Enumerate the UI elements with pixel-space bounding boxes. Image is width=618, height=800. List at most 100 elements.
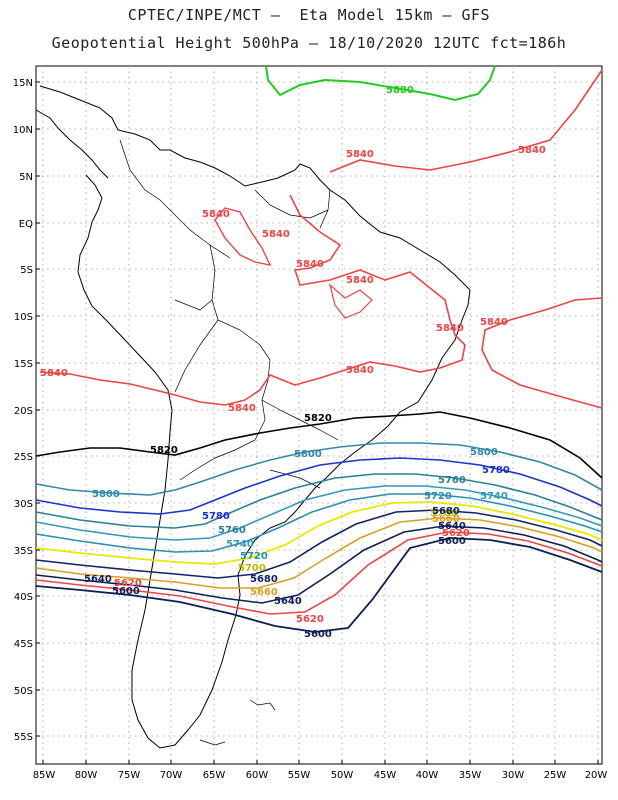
lat-label: 5N bbox=[19, 172, 33, 183]
contour-label: 5820 bbox=[304, 413, 332, 424]
contour-label: 5840 bbox=[436, 323, 464, 334]
lat-label: 20S bbox=[14, 406, 33, 417]
contour-5780 bbox=[35, 457, 603, 515]
contour-5840-small bbox=[328, 283, 373, 319]
border bbox=[174, 299, 219, 393]
contour-label: 5600 bbox=[304, 629, 332, 640]
contour-label: 5800 bbox=[470, 447, 498, 458]
contour-label: 5720 bbox=[424, 491, 452, 502]
contour-label: 5620 bbox=[296, 614, 324, 625]
title-line-1: CPTEC/INPE/MCT – Eta Model 15km – GFS bbox=[127, 6, 491, 24]
lat-label: 35S bbox=[14, 546, 33, 557]
lon-label: 45W bbox=[374, 770, 397, 781]
latitude-labels: 15N 10N 5N EQ 5S 10S 15S 20S 25S 30S 35S… bbox=[13, 78, 33, 743]
contour-label: 5640 bbox=[274, 596, 302, 607]
lat-label: 25S bbox=[14, 452, 33, 463]
contour-5840-north bbox=[329, 69, 603, 173]
lon-label: 75W bbox=[118, 770, 141, 781]
lat-label: 10S bbox=[14, 312, 33, 323]
contour-label: 5840 bbox=[346, 149, 374, 160]
contour-label: 5840 bbox=[518, 145, 546, 156]
contour-label: 5840 bbox=[262, 229, 290, 240]
contour-label: 5840 bbox=[480, 317, 508, 328]
contour-label: 5760 bbox=[218, 525, 246, 536]
contour-5840-east bbox=[481, 297, 603, 409]
contour-label: 5700 bbox=[430, 508, 458, 519]
title-line-2: Geopotential Height 500hPa – 18/10/2020 … bbox=[51, 34, 567, 52]
contour-labels: 5880 5840 5840 5840 5840 5840 5840 5840 … bbox=[40, 85, 546, 640]
contour-label: 5800 bbox=[92, 489, 120, 500]
lat-label: 45S bbox=[14, 639, 33, 650]
lat-label: 55S bbox=[14, 732, 33, 743]
contour-5840-loop bbox=[214, 207, 272, 266]
contour-5620 bbox=[35, 531, 603, 615]
contour-label: 5620 bbox=[442, 528, 470, 539]
contour-label: 5720 bbox=[240, 551, 268, 562]
contour-5660 bbox=[35, 517, 603, 589]
contour-label: 5600 bbox=[438, 536, 466, 547]
contour-label: 5760 bbox=[438, 475, 466, 486]
lat-label: 15S bbox=[14, 359, 33, 370]
contour-label: 5660 bbox=[432, 514, 460, 525]
contour-label: 5840 bbox=[346, 275, 374, 286]
contour-label: 5680 bbox=[432, 506, 460, 517]
contour-5640 bbox=[35, 525, 603, 604]
contour-5800 bbox=[35, 442, 603, 496]
longitude-labels: 85W 80W 75W 70W 65W 60W 55W 50W 45W 40W … bbox=[33, 770, 608, 781]
contour-5880 bbox=[265, 65, 496, 102]
contour-label: 5800 bbox=[294, 449, 322, 460]
contour-label: 5700 bbox=[238, 563, 266, 574]
lon-label: 50W bbox=[331, 770, 354, 781]
contour-label: 5840 bbox=[296, 259, 324, 270]
lat-label: 5S bbox=[20, 265, 33, 276]
contour-5680 bbox=[35, 509, 603, 579]
axis-ticks bbox=[36, 81, 599, 764]
border bbox=[209, 244, 271, 421]
contour-label: 5840 bbox=[40, 368, 68, 379]
contour-5760 bbox=[35, 473, 603, 529]
contour-label: 5840 bbox=[228, 403, 256, 414]
lat-label: 15N bbox=[13, 78, 33, 89]
contour-5740 bbox=[35, 485, 603, 541]
contour-label: 5640 bbox=[438, 521, 466, 532]
contour-label: 5600 bbox=[112, 586, 140, 597]
lon-label: 25W bbox=[544, 770, 567, 781]
lat-label: 50S bbox=[14, 686, 33, 697]
contour-label: 5680 bbox=[250, 574, 278, 585]
lon-label: 20W bbox=[585, 770, 608, 781]
contour-label: 5780 bbox=[202, 511, 230, 522]
contour-label: 5740 bbox=[480, 491, 508, 502]
islands bbox=[199, 699, 276, 746]
contour-label: 5660 bbox=[250, 587, 278, 598]
lat-label: EQ bbox=[19, 219, 33, 230]
contour-label: 5820 bbox=[150, 445, 178, 456]
lon-label: 65W bbox=[203, 770, 226, 781]
lat-label: 40S bbox=[14, 592, 33, 603]
lon-label: 60W bbox=[246, 770, 269, 781]
border bbox=[261, 399, 339, 441]
contour-label: 5780 bbox=[482, 465, 510, 476]
central-america-coast bbox=[35, 109, 109, 179]
contour-5700 bbox=[35, 501, 603, 565]
contour-5720 bbox=[35, 493, 603, 553]
border bbox=[179, 419, 321, 489]
lat-label: 30S bbox=[14, 499, 33, 510]
lon-label: 80W bbox=[75, 770, 98, 781]
contour-label: 5840 bbox=[202, 209, 230, 220]
contour-5840-main bbox=[39, 194, 466, 406]
border bbox=[119, 139, 231, 259]
contour-label: 5620 bbox=[114, 578, 142, 589]
lat-label: 10N bbox=[13, 125, 33, 136]
contour-label: 5880 bbox=[386, 85, 414, 96]
lon-label: 30W bbox=[502, 770, 525, 781]
contour-label: 5840 bbox=[346, 365, 374, 376]
graticule bbox=[36, 66, 602, 764]
contour-5600 bbox=[35, 537, 603, 633]
lon-label: 35W bbox=[459, 770, 482, 781]
lon-label: 70W bbox=[160, 770, 183, 781]
border bbox=[254, 189, 331, 229]
map-frame bbox=[35, 65, 603, 765]
contour-label: 5740 bbox=[226, 539, 254, 550]
